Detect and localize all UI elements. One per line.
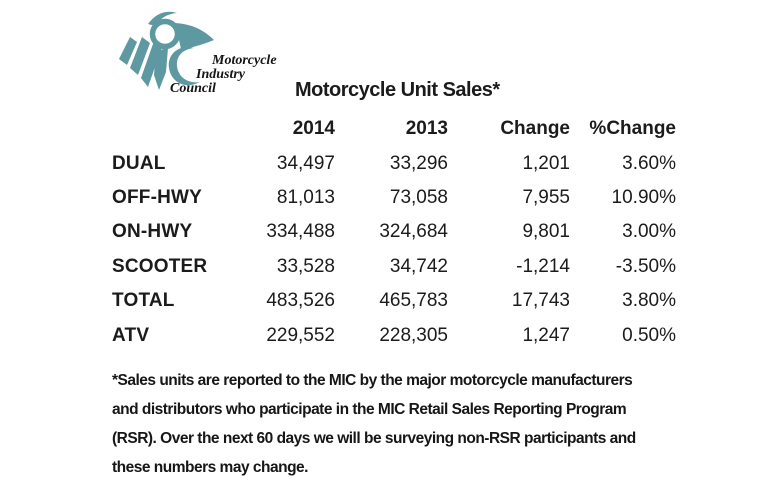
row-label: SCOOTER [112, 255, 208, 277]
cell-y2013: 33,296 [389, 152, 448, 174]
cell-change: 9,801 [522, 221, 570, 243]
row-label: TOTAL [112, 290, 175, 312]
cell-change: 1,201 [522, 152, 570, 174]
footnote-line-4: these numbers may change. [112, 459, 308, 476]
cell-pct_change: -3.50% [615, 255, 676, 277]
col-header-2013: 2013 [405, 118, 448, 140]
cell-change: 17,743 [511, 290, 570, 312]
cell-change: 7,955 [522, 186, 570, 208]
footnote-line-1: *Sales units are reported to the MIC by … [112, 372, 633, 389]
cell-y2013: 228,305 [379, 324, 448, 346]
cell-change: 1,247 [522, 324, 570, 346]
logo-org-line-2: Industry [196, 67, 246, 82]
cell-y2013: 34,742 [389, 255, 448, 277]
row-label: DUAL [112, 152, 166, 174]
cell-pct_change: 3.80% [622, 290, 676, 312]
cell-y2014: 229,552 [266, 324, 335, 346]
cell-y2013: 324,684 [379, 221, 448, 243]
footnote-line-3: (RSR). Over the next 60 days we will be … [112, 430, 636, 447]
mic-logo-icon [119, 11, 214, 90]
col-header-pct-change: %Change [589, 118, 676, 140]
footnote-line-2: and distributors who participate in the … [112, 401, 627, 418]
col-header-2014: 2014 [292, 118, 335, 140]
sales-table: 2014 2013 Change %Change DUAL 34,497 33,29… [112, 112, 676, 353]
cell-change: -1,214 [516, 255, 570, 277]
cell-pct_change: 3.00% [622, 221, 676, 243]
cell-y2013: 73,058 [389, 186, 448, 208]
logo-org-line-1: Motorcycle [212, 53, 277, 68]
cell-pct_change: 10.90% [611, 186, 676, 208]
cell-y2013: 465,783 [379, 290, 448, 312]
row-label: ON-HWY [112, 221, 193, 243]
cell-pct_change: 3.60% [622, 152, 676, 174]
cell-y2014: 483,526 [266, 290, 335, 312]
row-label: OFF-HWY [112, 186, 203, 208]
footnote: *Sales units are reported to the MIC by … [112, 366, 712, 480]
cell-y2014: 34,497 [276, 152, 335, 174]
col-header-change: Change [500, 118, 570, 140]
page-title: Motorcycle Unit Sales* [295, 79, 500, 101]
row-label: ATV [112, 324, 150, 346]
cell-y2014: 81,013 [276, 186, 335, 208]
cell-y2014: 33,528 [276, 255, 335, 277]
logo-org-line-3: Council [170, 81, 216, 96]
cell-pct_change: 0.50% [622, 324, 676, 346]
cell-y2014: 334,488 [266, 221, 335, 243]
